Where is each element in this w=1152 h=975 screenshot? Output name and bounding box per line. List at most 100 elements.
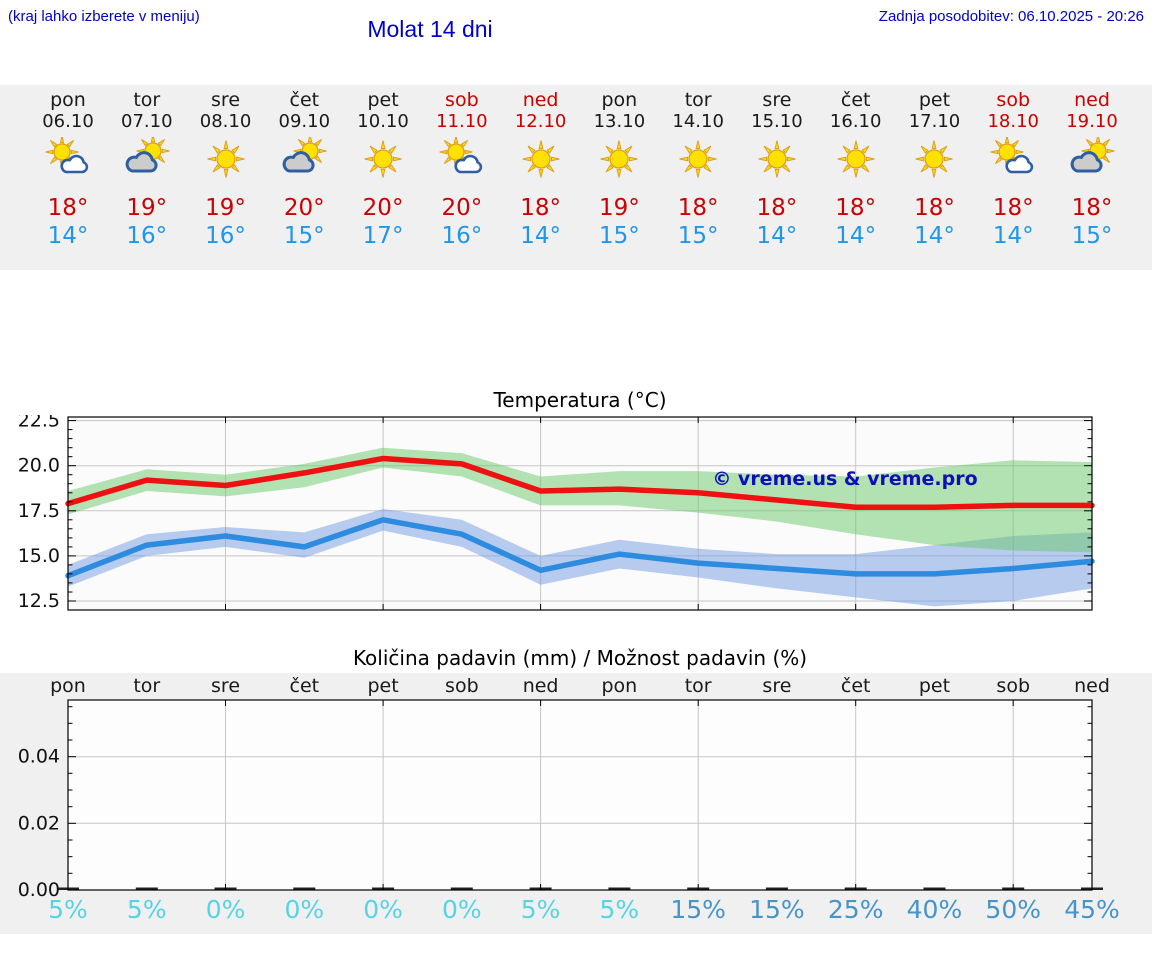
precip-day-label: pon [601,675,638,697]
precip-probability-label: 0% [442,895,482,924]
forecast-day: tor 07.10 19° 16° [106,85,188,270]
precipitation-chart-title: Količina padavin (mm) / Možnost padavin … [352,646,808,670]
temp-low: 16° [205,223,246,249]
weather-icon-slot [278,134,330,181]
page-title: Molat 14 dni [367,16,493,42]
forecast-day: sob 18.10 18° 14° [972,85,1054,270]
precip-bar [135,887,158,890]
day-label: sre [762,89,792,111]
weather-icon-slot [751,137,803,181]
precip-day-label: ned [1074,675,1110,697]
temp-high: 20° [362,195,404,221]
precipitation-chart: 0.00 0.02 0.04 [18,699,1103,898]
temp-high: 19° [598,195,640,221]
day-date: 10.10 [357,111,409,132]
temp-high: 20° [441,195,483,221]
temp-low: 16° [441,223,483,249]
max-temp-range-band [68,447,1092,553]
day-date: 07.10 [121,111,173,132]
axis-ticks [68,417,1092,610]
sun-gray-cloud-icon [282,134,327,173]
precip-day-label: sre [211,675,241,697]
sun-icon [679,140,717,178]
temp-low: 14° [520,223,561,249]
temp-high: 18° [47,195,89,221]
forecast-day: čet 16.10 18° 14° [815,85,897,270]
weather-icon-slot [987,135,1039,181]
precip-day-label: pet [367,675,399,697]
precip-bar [450,887,473,890]
axis-ticks [68,700,1092,891]
forecast-day: tor 14.10 18° 15° [657,85,739,270]
y-tick-label: 12.5 [18,590,60,612]
temp-high: 18° [520,195,561,221]
precip-probability-label: 40% [906,895,963,924]
day-label: čet [289,89,320,111]
precip-bar [608,887,631,890]
sun-icon [758,140,796,178]
forecast-day: pon 06.10 18° 14° [27,85,109,270]
temp-low: 16° [126,223,168,249]
precip-day-label: sre [762,675,792,697]
precip-day-label: sob [996,675,1031,697]
min-temp-line [65,517,1095,579]
temp-high: 18° [914,195,955,221]
y-tick-label: 15.0 [18,545,60,567]
precip-probability-label: 5% [48,895,88,924]
sun-icon [207,140,245,178]
precip-day-label: pet [918,675,951,697]
day-date: 17.10 [908,111,961,132]
precip-day-label: ned [522,675,559,697]
temperature-chart: 12.5 15.0 17.5 20.0 22.5 © vreme.us & vreme.p… [18,415,1095,612]
forecast-day: pet 17.10 18° 14° [893,85,975,270]
temp-high: 19° [126,195,168,221]
location-hint: (kraj lahko izberete v meniju) [8,8,200,25]
day-date: 18.10 [987,111,1039,132]
precip-bar [765,887,788,890]
weather-icon-slot [908,137,960,181]
max-temp-line [65,455,1095,510]
day-label: tor [684,89,712,111]
precip-bar [923,887,946,890]
day-date: 11.10 [436,111,488,132]
day-label: pon [50,89,86,111]
day-label: sob [445,89,479,111]
temp-high: 19° [205,195,246,221]
forecast-strip: pon 06.10 18° 14° tor 07.10 19° 16° sre 08.10 19… [0,85,1152,270]
precip-probability-label: 0% [363,895,403,924]
precip-day-label: sob [445,675,479,697]
weather-icon-slot [515,137,567,181]
temp-low: 15° [283,223,325,249]
sun-icon [522,140,560,178]
precip-probability-label: 25% [827,895,884,924]
sun-cloud-icon [990,135,1034,174]
sun-icon [837,140,875,178]
min-temp-range-band [68,509,1092,607]
weather-icon-slot [830,137,882,181]
precip-probability-label: 5% [599,895,640,924]
sun-cloud-icon [45,135,89,174]
y-tick-label: 17.5 [18,500,60,522]
forecast-day: ned 19.10 18° 15° [1051,85,1133,270]
precipitation-section: 0.00 0.02 0.04 pon tor sre čet pet sob ned pon tor… [0,673,1152,934]
sun-cloud-icon [439,135,482,174]
temp-low: 14° [914,223,955,249]
day-label: ned [1074,89,1110,111]
day-date: 12.10 [514,111,567,132]
precip-probability-label: 45% [1064,895,1120,924]
temp-high: 18° [835,195,877,221]
forecast-day: sre 08.10 19° 16° [185,85,267,270]
temp-high: 18° [1071,195,1113,221]
weather-icon-slot [1066,134,1118,181]
day-label: sre [211,89,241,111]
temp-high: 20° [283,195,325,221]
y-tick-label: 0.04 [18,746,60,768]
precip-probability-label: 5% [520,895,561,924]
day-date: 13.10 [593,111,646,132]
precip-probability-label: 15% [670,895,726,924]
day-label: tor [133,89,161,111]
grid [68,700,1092,890]
y-tick-label: 20.0 [18,455,60,477]
watermark-link[interactable]: © vreme.us & vreme.pro [712,468,977,490]
